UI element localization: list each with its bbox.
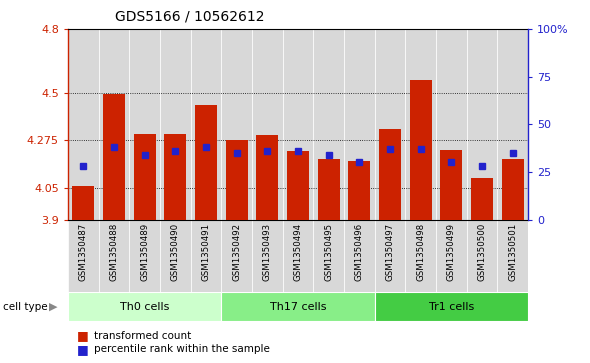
Bar — [99, 220, 129, 292]
Bar — [191, 29, 221, 220]
Bar — [225, 140, 248, 220]
Text: GSM1350501: GSM1350501 — [508, 223, 517, 281]
Bar — [436, 220, 467, 292]
Bar — [502, 159, 524, 220]
Text: ■: ■ — [77, 329, 88, 342]
Text: GSM1350494: GSM1350494 — [293, 223, 303, 281]
Text: GSM1350496: GSM1350496 — [355, 223, 364, 281]
Bar — [129, 29, 160, 220]
Bar — [471, 178, 493, 220]
Bar — [467, 220, 497, 292]
Text: GSM1350490: GSM1350490 — [171, 223, 180, 281]
Text: Th17 cells: Th17 cells — [270, 302, 326, 312]
Bar — [133, 134, 156, 220]
Text: cell type: cell type — [3, 302, 48, 312]
Bar — [129, 220, 160, 292]
Text: transformed count: transformed count — [94, 331, 192, 341]
Text: GDS5166 / 10562612: GDS5166 / 10562612 — [115, 9, 264, 23]
Bar — [440, 150, 463, 220]
Bar — [221, 220, 252, 292]
Bar — [317, 159, 340, 220]
Bar — [68, 220, 99, 292]
Bar — [283, 29, 313, 220]
Bar — [160, 220, 191, 292]
Text: GSM1350498: GSM1350498 — [416, 223, 425, 281]
Text: GSM1350493: GSM1350493 — [263, 223, 272, 281]
Text: Th0 cells: Th0 cells — [120, 302, 169, 312]
Bar — [195, 105, 217, 220]
Bar — [497, 29, 528, 220]
Bar — [436, 29, 467, 220]
Bar — [409, 80, 432, 220]
Text: ■: ■ — [77, 343, 88, 356]
Bar — [467, 29, 497, 220]
Bar — [344, 29, 375, 220]
Bar — [405, 220, 436, 292]
Bar — [405, 29, 436, 220]
Text: GSM1350497: GSM1350497 — [385, 223, 395, 281]
Text: GSM1350491: GSM1350491 — [201, 223, 211, 281]
Text: ▶: ▶ — [50, 302, 58, 312]
Text: GSM1350495: GSM1350495 — [324, 223, 333, 281]
Text: GSM1350492: GSM1350492 — [232, 223, 241, 281]
Text: GSM1350487: GSM1350487 — [78, 223, 88, 281]
Bar — [344, 220, 375, 292]
Bar — [252, 29, 283, 220]
Bar — [379, 129, 401, 220]
Bar — [103, 94, 125, 220]
Bar — [68, 29, 99, 220]
Text: GSM1350489: GSM1350489 — [140, 223, 149, 281]
Bar — [256, 135, 278, 220]
Bar — [287, 151, 309, 220]
Bar — [252, 220, 283, 292]
Bar — [68, 292, 221, 321]
Bar — [99, 29, 129, 220]
Text: Tr1 cells: Tr1 cells — [429, 302, 474, 312]
Bar — [375, 220, 405, 292]
Text: GSM1350488: GSM1350488 — [109, 223, 119, 281]
Bar — [375, 292, 528, 321]
Bar — [221, 29, 252, 220]
Text: GSM1350500: GSM1350500 — [477, 223, 487, 281]
Bar — [221, 292, 375, 321]
Bar — [375, 29, 405, 220]
Bar — [72, 186, 94, 220]
Bar — [313, 29, 344, 220]
Text: GSM1350499: GSM1350499 — [447, 223, 456, 281]
Bar — [313, 220, 344, 292]
Text: percentile rank within the sample: percentile rank within the sample — [94, 344, 270, 354]
Bar — [283, 220, 313, 292]
Bar — [497, 220, 528, 292]
Bar — [191, 220, 221, 292]
Bar — [164, 134, 186, 220]
Bar — [348, 162, 371, 220]
Bar — [160, 29, 191, 220]
